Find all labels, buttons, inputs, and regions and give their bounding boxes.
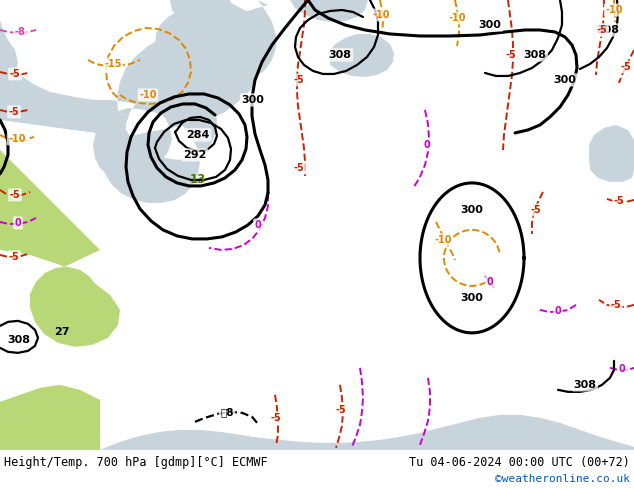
- Polygon shape: [0, 385, 100, 450]
- Text: 308: 308: [597, 25, 619, 35]
- Text: 0: 0: [487, 277, 493, 287]
- Text: 300: 300: [460, 205, 484, 215]
- Polygon shape: [0, 150, 120, 450]
- Text: 300: 300: [479, 20, 501, 30]
- Text: 300: 300: [242, 95, 264, 105]
- Text: 13: 13: [190, 173, 206, 186]
- Polygon shape: [170, 0, 232, 29]
- Text: -5: -5: [597, 25, 607, 35]
- Text: 300: 300: [553, 75, 576, 85]
- Text: -8: -8: [15, 27, 25, 37]
- Text: Tu 04-06-2024 00:00 UTC (00+72): Tu 04-06-2024 00:00 UTC (00+72): [409, 456, 630, 469]
- Text: -5: -5: [10, 69, 20, 79]
- Polygon shape: [0, 415, 634, 450]
- Text: -5: -5: [506, 50, 516, 60]
- Text: 27: 27: [55, 327, 70, 337]
- Text: -5: -5: [621, 62, 631, 72]
- Text: -5: -5: [614, 196, 624, 206]
- Text: 0: 0: [555, 306, 561, 316]
- Text: Height/Temp. 700 hPa [gdmp][°C] ECMWF: Height/Temp. 700 hPa [gdmp][°C] ECMWF: [4, 456, 268, 469]
- Text: 308: 308: [574, 380, 597, 390]
- Text: 292: 292: [183, 150, 207, 160]
- Text: -5: -5: [271, 413, 281, 423]
- Text: ⰰ8: ⰰ8: [220, 407, 234, 417]
- Text: -10: -10: [8, 134, 26, 144]
- Text: -5: -5: [9, 252, 20, 262]
- Polygon shape: [0, 0, 18, 80]
- Text: -10: -10: [605, 5, 623, 15]
- Text: -15: -15: [104, 59, 122, 69]
- Text: -5: -5: [294, 75, 304, 85]
- Polygon shape: [0, 0, 260, 203]
- Text: -5: -5: [9, 107, 20, 117]
- Text: 0: 0: [255, 220, 261, 230]
- Polygon shape: [329, 34, 394, 77]
- Text: -5: -5: [531, 205, 541, 215]
- Text: -5: -5: [10, 190, 20, 200]
- Text: -10: -10: [372, 10, 390, 20]
- Text: -5: -5: [335, 405, 346, 415]
- Text: 0: 0: [15, 218, 22, 228]
- Polygon shape: [589, 125, 634, 182]
- Text: 308: 308: [8, 335, 30, 345]
- Text: -10: -10: [139, 90, 157, 100]
- Polygon shape: [167, 0, 265, 82]
- Text: -10: -10: [434, 235, 452, 245]
- Polygon shape: [155, 0, 276, 88]
- Polygon shape: [290, 0, 368, 22]
- Text: -10: -10: [448, 13, 466, 23]
- Text: -5: -5: [294, 163, 304, 173]
- Text: 300: 300: [460, 293, 484, 303]
- Text: -5: -5: [611, 300, 621, 310]
- Text: ©weatheronline.co.uk: ©weatheronline.co.uk: [495, 474, 630, 484]
- Text: 308: 308: [328, 50, 351, 60]
- Text: 284: 284: [186, 130, 210, 140]
- Text: 0: 0: [619, 364, 625, 374]
- Text: 308: 308: [524, 50, 547, 60]
- Text: 0: 0: [424, 140, 430, 150]
